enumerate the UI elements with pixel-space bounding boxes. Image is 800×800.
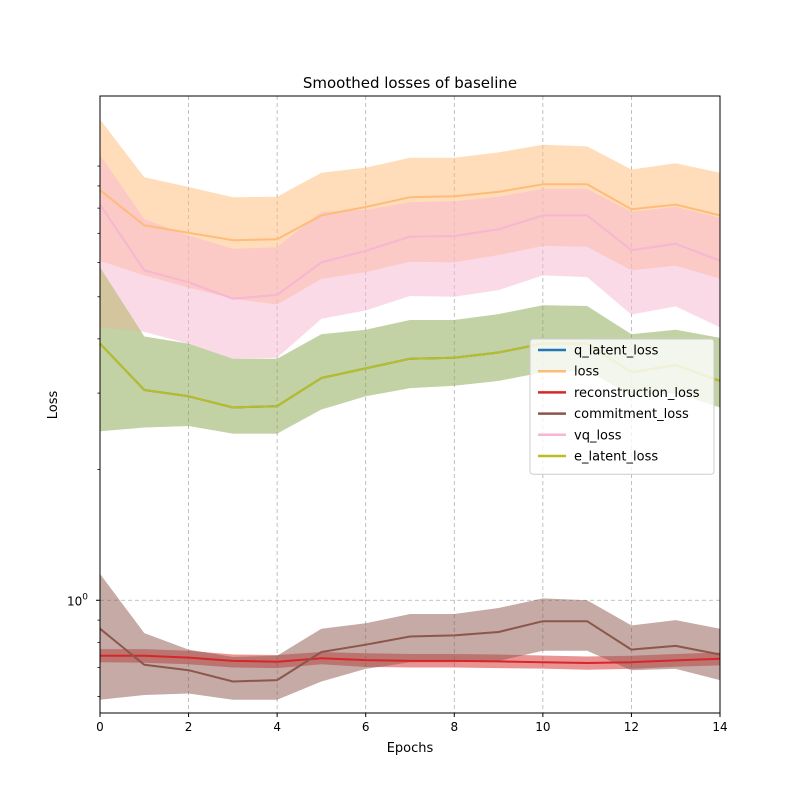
x-tick-label: 8 [450, 720, 458, 734]
band-e_latent_loss [100, 267, 720, 434]
band-q_latent_loss [100, 267, 720, 434]
y-axis-ticks: 100 [67, 165, 100, 697]
line-commitment_loss [99, 620, 721, 683]
legend-label-vq_loss: vq_loss [574, 428, 622, 443]
x-tick-label: 12 [624, 720, 639, 734]
x-tick-label: 4 [273, 720, 281, 734]
series-lines [99, 183, 721, 683]
line-reconstruction_loss [100, 654, 721, 664]
legend-label-reconstruction_loss: reconstruction_loss [574, 386, 700, 401]
x-tick-label: 0 [96, 720, 104, 734]
x-tick-label: 2 [185, 720, 193, 734]
legend-label-loss: loss [574, 365, 599, 380]
legend-label-e_latent_loss: e_latent_loss [574, 450, 658, 465]
x-tick-label: 14 [712, 720, 727, 734]
confidence-bands [100, 119, 720, 700]
y-tick-label: 100 [67, 592, 88, 608]
line-loss [99, 183, 721, 242]
x-axis-ticks: 0 2 4 6 8 10 12 14 [96, 713, 728, 734]
legend-label-commitment_loss: commitment_loss [574, 407, 689, 422]
chart-title: Smoothed losses of baseline [303, 74, 517, 92]
x-axis-label: Epochs [387, 741, 434, 756]
line-vq_loss [99, 204, 721, 300]
x-tick-label: 10 [535, 720, 550, 734]
legend-label-q_latent_loss: q_latent_loss [574, 344, 659, 359]
plot-frame [99, 95, 721, 714]
y-axis-label: Loss [46, 391, 61, 420]
band-vq_loss [100, 155, 720, 359]
legend-frame [529, 338, 715, 475]
x-tick-label: 6 [362, 720, 370, 734]
